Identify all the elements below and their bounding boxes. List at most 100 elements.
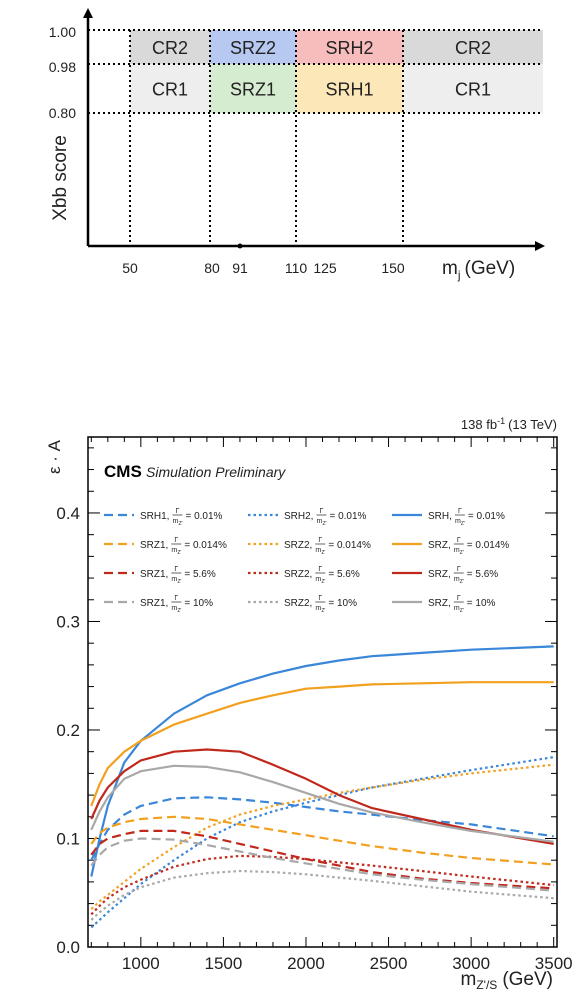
x-tick-label: 1000 [122, 954, 160, 973]
legend-frac-num: Γ [174, 595, 178, 602]
series-line [90, 869, 554, 921]
efficiency-chart: 1000 1500 2000 2500 3000 3500 0.0 0.1 0.2 0.3 0.4 1… [45, 416, 573, 990]
legend-entry: SRZ1, Γm Z'= 5.6% [140, 566, 216, 585]
legend-label-value: = 0.014% [328, 540, 371, 551]
region-box [210, 30, 296, 64]
legend-frac-den: m [171, 547, 177, 554]
legend-label-value: = 5.6% [467, 569, 499, 580]
legend-frac-den: m [171, 605, 177, 612]
legend-label-name: SRZ1, [140, 540, 168, 551]
legend-frac-den-sub: Z' [460, 550, 464, 556]
legend-frac-den-sub: Z' [460, 579, 464, 585]
x-axis-label-main: m [461, 969, 477, 990]
legend-label-name: SRZ, [428, 598, 451, 609]
legend-frac-den: m [315, 605, 321, 612]
x-axis-label: mj (GeV) [442, 258, 515, 282]
y-tick-label: 0.80 [49, 105, 76, 121]
legend-frac-num: Γ [176, 508, 180, 515]
legend-frac-num: Γ [457, 537, 461, 544]
y-axis-label: ε · A [45, 439, 64, 474]
legend-label-name: SRH2, [284, 511, 313, 522]
cms-label: CMS [104, 462, 142, 481]
legend-frac-den-sub: Z' [322, 521, 326, 527]
legend-frac-num: Γ [320, 508, 324, 515]
legend-label-name: SRH1, [140, 511, 169, 522]
legend-entry: SRZ2, Γm Z'= 0.014% [284, 537, 371, 556]
y-tick-label: 0.4 [56, 504, 80, 523]
legend-entry: SRZ1, Γm Z'= 10% [140, 595, 213, 614]
series-line [90, 854, 554, 916]
x-axis-label-sub: Z'/S [476, 978, 497, 990]
series-line [90, 763, 554, 910]
legend-frac-num: Γ [318, 537, 322, 544]
legend-label-name: SRZ1, [140, 569, 168, 580]
legend-label-name: SRZ, [428, 540, 451, 551]
series-line [90, 837, 554, 892]
legend-frac-den-sub: Z' [321, 550, 325, 556]
x-tick-label: 3500 [535, 954, 573, 973]
x-tick-label: 50 [122, 260, 138, 276]
y-tick-label: 0.3 [56, 612, 80, 631]
region-box [296, 30, 403, 64]
x-axis-label: mZ'/S (GeV) [461, 969, 553, 990]
legend-frac-num: Γ [174, 566, 178, 573]
x-axis-label-unit: (GeV) [465, 258, 516, 279]
legend-frac-den-sub: Z' [461, 521, 465, 527]
y-axis-arrow [83, 8, 93, 18]
region-label: CR2 [455, 38, 491, 58]
legend-frac-den: m [455, 518, 461, 525]
x-tick-label: 3000 [452, 954, 490, 973]
legend-frac-den: m [173, 518, 179, 525]
legend-label-value: = 5.6% [328, 569, 360, 580]
legend-frac-num: Γ [174, 537, 178, 544]
y-tick-label: 0.98 [49, 59, 76, 75]
legend-frac-den: m [171, 576, 177, 583]
y-tick-label: 1.00 [49, 24, 76, 40]
legend-frac-den: m [454, 547, 460, 554]
legend-label-name: SRZ, [428, 569, 451, 580]
legend-label-name: SRZ2, [284, 598, 312, 609]
region-label: SRH1 [325, 80, 373, 100]
x-axis-label-sub: j [457, 268, 461, 282]
legend-entry: SRH1, Γm Z'= 0.01% [140, 508, 223, 527]
legend-entry: SRZ1, Γm Z'= 0.014% [140, 537, 227, 556]
x-axis-label-unit: (GeV) [502, 969, 553, 990]
legend-label-name: SRZ2, [284, 569, 312, 580]
legend-frac-num: Γ [318, 566, 322, 573]
legend-label-name: SRZ1, [140, 598, 168, 609]
region-label: SRH2 [325, 38, 373, 58]
y-tick-label: 0.2 [56, 721, 80, 740]
x-tick-label: 2500 [370, 954, 408, 973]
lumi-value: 138 fb [461, 417, 497, 432]
x-tick-label: 2000 [287, 954, 325, 973]
region-box [403, 64, 543, 113]
region-box [403, 30, 543, 64]
legend-entry: SRZ, Γm Z'= 0.014% [428, 537, 509, 556]
series-line [90, 756, 554, 929]
legend-label-value: = 0.01% [329, 511, 366, 522]
legend-frac-den: m [315, 576, 321, 583]
legend-entry: SRH2, Γm Z'= 0.01% [284, 508, 367, 527]
x-tick-label: 150 [381, 260, 405, 276]
legend-frac-den-sub: Z' [460, 608, 464, 614]
lumi-exp: -1 [497, 416, 505, 426]
legend-label-name: SRZ2, [284, 540, 312, 551]
y-axis-label: Xbb score [50, 135, 71, 221]
series-line [90, 645, 554, 877]
legend-entry: SRZ2, Γm Z'= 5.6% [284, 566, 360, 585]
legend-label-value: = 0.01% [468, 511, 505, 522]
legend-entry: SRZ2, Γm Z'= 10% [284, 595, 357, 614]
legend-label-value: = 0.014% [184, 540, 227, 551]
legend-frac-den: m [317, 518, 323, 525]
x-axis-label-main: m [442, 258, 458, 279]
legend-frac-den-sub: Z' [321, 608, 325, 614]
series-line [90, 796, 554, 861]
region-label: SRZ1 [230, 80, 276, 100]
series-line [90, 829, 554, 890]
region-box [130, 30, 210, 64]
legend-frac-den-sub: Z' [177, 608, 181, 614]
series-line [90, 764, 554, 843]
legend-frac-num: Γ [457, 566, 461, 573]
region-label: CR2 [152, 38, 188, 58]
legend-entry: SRZ, Γm Z'= 5.6% [428, 566, 498, 585]
